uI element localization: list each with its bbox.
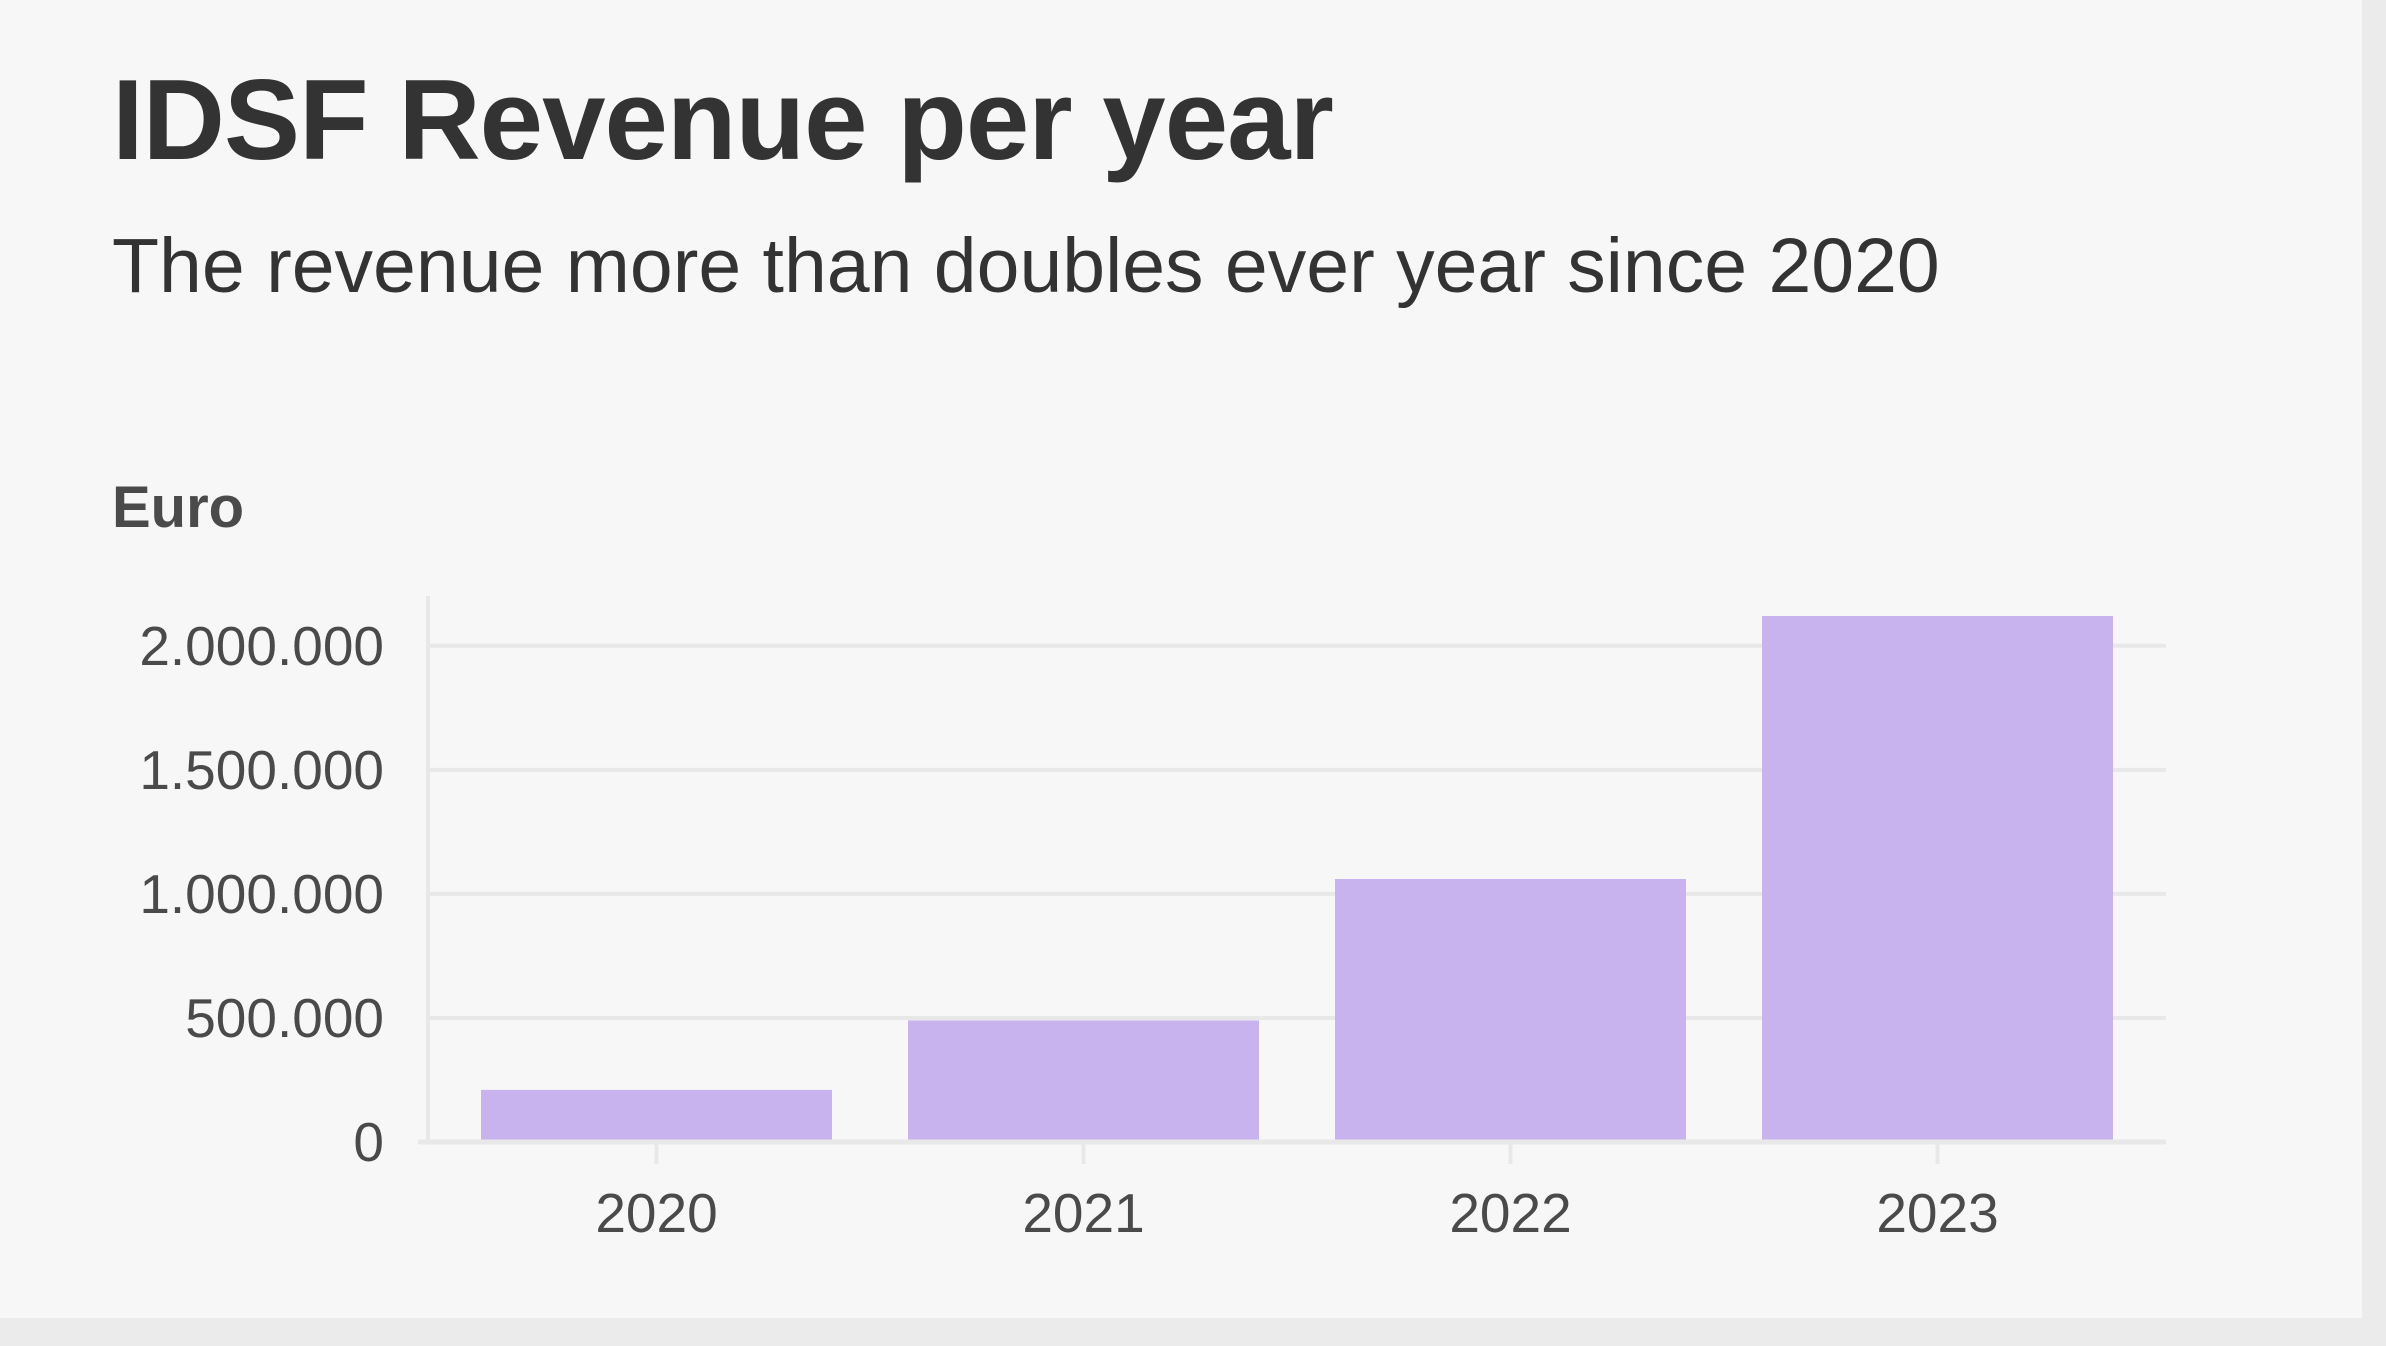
chart-title: IDSF Revenue per year [112, 57, 1334, 184]
x-tick-label: 2023 [1876, 1182, 1998, 1244]
x-tick-label: 2020 [595, 1182, 717, 1244]
axes: 0 500.000 1.000.000 1.500.000 2.000.000 2020 2… [139, 596, 2166, 1244]
bars [481, 616, 2113, 1142]
y-tick-label: 1.000.000 [139, 863, 384, 925]
x-tick-label: 2022 [1449, 1182, 1571, 1244]
bar-chart: Euro 0 500.000 1.000.000 1.500.000 2.000.000… [112, 475, 2166, 1244]
y-tick-label: 2.000.000 [139, 615, 384, 677]
x-tick-label: 2021 [1022, 1182, 1144, 1244]
y-axis-label: Euro [112, 475, 244, 540]
bar-2021 [908, 1020, 1259, 1142]
y-tick-label: 500.000 [185, 987, 384, 1049]
bar-2020 [481, 1089, 832, 1142]
bar-2022 [1335, 879, 1686, 1142]
y-tick-label: 0 [353, 1111, 384, 1173]
y-tick-label: 1.500.000 [139, 739, 384, 801]
bar-2023 [1762, 616, 2113, 1142]
chart-panel: IDSF Revenue per year The revenue more t… [0, 0, 2362, 1318]
chart-subtitle: The revenue more than doubles ever year … [112, 223, 1940, 309]
